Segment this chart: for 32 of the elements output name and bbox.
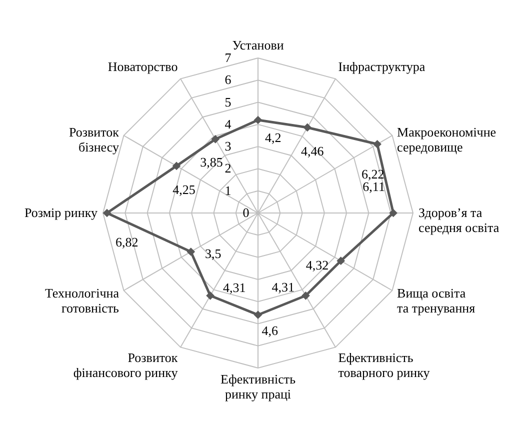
data-label: 4,31 xyxy=(223,280,246,296)
data-label: 6,82 xyxy=(115,234,138,250)
y-tick-label: 5 xyxy=(224,94,232,110)
data-label: 3,85 xyxy=(200,154,223,170)
spoke-label: Новаторство xyxy=(108,58,178,74)
data-label: 4,25 xyxy=(172,182,196,197)
spoke-label: Інфраструктура xyxy=(338,58,426,74)
y-tick-label: 4 xyxy=(224,116,232,132)
spoke-label: Здоров’я та середня освіта xyxy=(418,205,500,235)
data-label: 4,46 xyxy=(301,143,324,158)
spoke-label: Розмір ринку xyxy=(24,205,98,220)
data-label: 4,2 xyxy=(265,130,282,146)
y-tick-label: 1 xyxy=(224,182,232,198)
spoke-label: Розвиток фінансового ринку xyxy=(73,350,178,380)
y-tick-label: 0 xyxy=(242,205,250,220)
data-label: 3,5 xyxy=(205,246,222,262)
data-label: 6,22 xyxy=(361,166,384,182)
spoke-label: Вища освіта та тренування xyxy=(397,285,476,316)
spoke-label: Макроекономічне середовище xyxy=(397,124,496,155)
y-tick-label: 7 xyxy=(224,50,232,65)
data-label: 4,6 xyxy=(262,322,278,338)
y-tick-label: 3 xyxy=(224,138,232,154)
spoke-label: Установи xyxy=(232,37,284,52)
spoke-label: Технологічна готовність xyxy=(44,285,120,316)
spoke-label: Розвиток бізнесу xyxy=(69,124,120,155)
y-tick-label: 6 xyxy=(224,72,232,88)
spoke-label: Ефективність ринку праці xyxy=(220,372,296,402)
data-label: 4,32 xyxy=(306,257,329,272)
data-label: 4,31 xyxy=(272,280,294,295)
data-label: 6,11 xyxy=(362,179,385,194)
spoke-label: Ефективність товарного ринку xyxy=(338,350,430,380)
y-tick-label: 2 xyxy=(224,160,232,176)
